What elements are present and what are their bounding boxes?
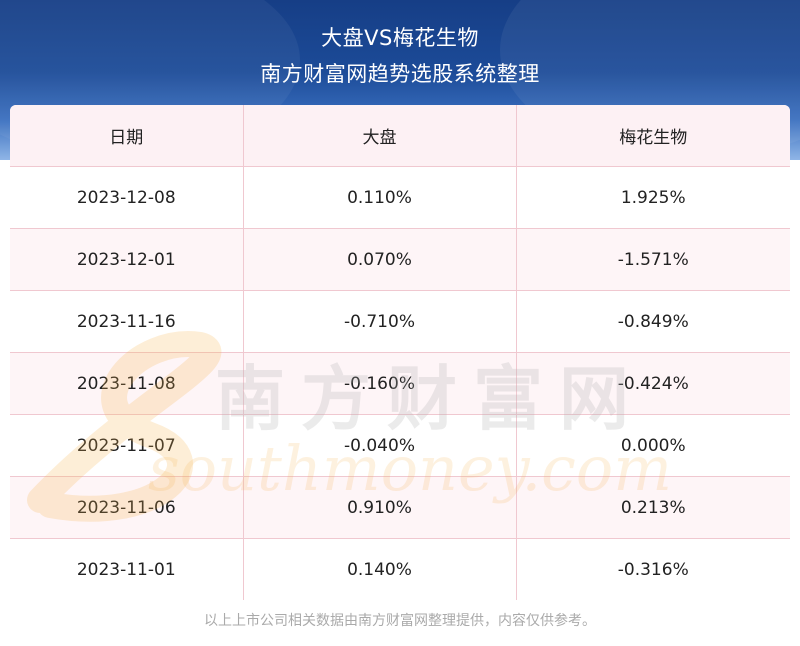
cell-date: 2023-11-16 [10,290,244,353]
page-subtitle: 南方财富网趋势选股系统整理 [260,62,540,86]
cell-market: -0.040% [243,414,517,477]
cell-stock: -0.316% [516,538,790,600]
cell-stock: -0.424% [516,352,790,415]
cell-date: 2023-11-07 [10,414,244,477]
table-row: 2023-11-06 0.910% 0.213% [10,476,790,539]
footer-disclaimer: 以上上市公司相关数据由南方财富网整理提供，内容仅供参考。 [204,613,596,629]
cell-date: 2023-11-01 [10,538,244,600]
table-row: 2023-11-07 -0.040% 0.000% [10,414,790,477]
table-row: 2023-11-01 0.140% -0.316% [10,538,790,600]
cell-market: 0.140% [243,538,517,600]
page-title: 大盘VS梅花生物 [321,26,479,50]
cell-stock: 1.925% [516,166,790,229]
comparison-table: 日期 大盘 梅花生物 2023-12-08 0.110% 1.925% 2023… [10,105,790,600]
column-header-date: 日期 [10,105,244,167]
cell-market: -0.710% [243,290,517,353]
cell-market: 0.070% [243,228,517,291]
cell-stock: -1.571% [516,228,790,291]
column-header-stock: 梅花生物 [516,105,790,167]
cell-date: 2023-12-01 [10,228,244,291]
table-row: 2023-12-01 0.070% -1.571% [10,228,790,291]
page-header: 大盘VS梅花生物 南方财富网趋势选股系统整理 [0,0,800,160]
cell-market: 0.910% [243,476,517,539]
data-card: 日期 大盘 梅花生物 2023-12-08 0.110% 1.925% 2023… [10,105,790,602]
cell-date: 2023-12-08 [10,166,244,229]
cell-date: 2023-11-06 [10,476,244,539]
table-header-row: 日期 大盘 梅花生物 [10,105,790,167]
cell-stock: 0.213% [516,476,790,539]
column-header-market: 大盘 [243,105,517,167]
table-row: 2023-11-16 -0.710% -0.849% [10,290,790,353]
cell-date: 2023-11-08 [10,352,244,415]
cell-stock: -0.849% [516,290,790,353]
cell-market: 0.110% [243,166,517,229]
cell-stock: 0.000% [516,414,790,477]
table-row: 2023-11-08 -0.160% -0.424% [10,352,790,415]
table-row: 2023-12-08 0.110% 1.925% [10,166,790,229]
cell-market: -0.160% [243,352,517,415]
